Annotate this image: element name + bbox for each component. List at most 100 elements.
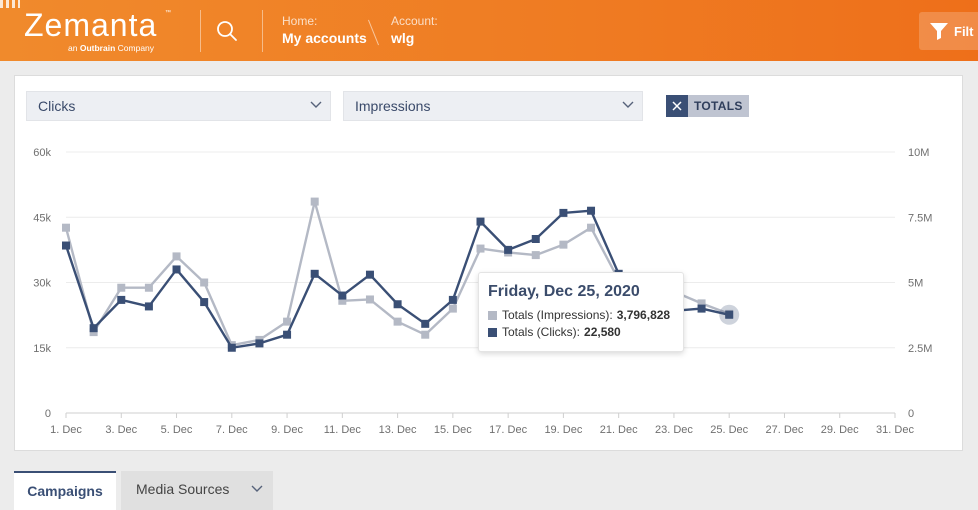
tooltip-row-impressions: Totals (Impressions): 3,796,828	[488, 308, 674, 322]
chevron-down-icon	[251, 485, 263, 492]
y-left-tick-label: 0	[45, 408, 51, 420]
close-icon	[672, 101, 682, 111]
logo-subtitle: an Outbrain Company	[68, 43, 154, 53]
x-tick-label: 3. Dec	[105, 424, 137, 436]
search-icon	[217, 21, 237, 41]
corner-dots-decoration	[0, 0, 20, 8]
filter-label: Filt	[954, 23, 974, 39]
metric-secondary-select[interactable]: Impressions	[343, 91, 643, 121]
totals-clicks-point	[62, 241, 70, 250]
logo-trademark: ™	[165, 10, 171, 16]
totals-clicks-point	[117, 295, 126, 304]
search-button[interactable]	[210, 15, 244, 47]
totals-impressions-point	[200, 278, 209, 287]
totals-impressions-point	[338, 296, 347, 305]
line-chart: 0 0 15k 2.5M 30k 5M 45k 7.5M 60k 10M 1. Dec 3. Dec 5…	[33, 147, 932, 436]
metric-primary-select[interactable]: Clicks	[26, 91, 331, 121]
totals-clicks-point	[172, 265, 181, 274]
impressions-swatch	[488, 310, 497, 320]
top-header: Zemanta ™ an Outbrain Company Home: My a…	[0, 0, 978, 61]
totals-clicks-point	[89, 324, 98, 333]
tooltip-clicks-value: 22,580	[584, 325, 621, 339]
x-tick-label: 7. Dec	[216, 424, 248, 436]
tooltip-impressions-value: 3,796,828	[616, 308, 671, 322]
x-tick-label: 5. Dec	[161, 424, 193, 436]
filter-button[interactable]: Filt	[919, 12, 978, 50]
totals-clicks-point	[531, 235, 540, 243]
x-tick-label: 29. Dec	[821, 424, 859, 436]
x-tick-label: 17. Dec	[489, 424, 527, 436]
account-label: Account:	[391, 14, 438, 28]
account-value[interactable]: wlg	[391, 30, 415, 46]
chart-card: Clicks Impressions TOTALS 0 0 15k 2.5M 30k 5M…	[14, 75, 963, 451]
totals-impressions-point	[393, 317, 402, 326]
totals-impressions-point	[448, 304, 457, 313]
totals-impressions-point	[117, 283, 126, 292]
totals-clicks-point	[559, 208, 568, 217]
header-divider	[262, 10, 263, 52]
tab-campaigns[interactable]: Campaigns	[14, 471, 116, 510]
x-tick-label: 25. Dec	[710, 424, 748, 436]
totals-clicks-point	[227, 343, 236, 352]
breadcrumb-home[interactable]: Home: My accounts	[282, 14, 367, 46]
breadcrumb-separator	[367, 19, 380, 46]
funnel-icon	[930, 23, 948, 40]
totals-impressions-point	[144, 283, 153, 292]
totals-impressions-point	[62, 223, 70, 232]
chart-tooltip: Friday, Dec 25, 2020 Totals (Impressions…	[478, 272, 684, 352]
totals-impressions-point	[587, 223, 596, 232]
totals-clicks-point	[393, 300, 402, 309]
x-tick-label: 21. Dec	[600, 424, 638, 436]
x-tick-label: 31. Dec	[876, 424, 914, 436]
totals-clicks-point	[255, 339, 264, 348]
totals-impressions-point	[421, 330, 430, 339]
totals-impressions-point	[531, 251, 540, 260]
x-tick-label: 27. Dec	[766, 424, 804, 436]
breadcrumb-account[interactable]: Account: wlg	[391, 14, 438, 46]
logo-text: Zemanta	[24, 7, 158, 43]
clicks-swatch	[488, 327, 497, 337]
remove-totals-button[interactable]	[666, 95, 688, 117]
totals-impressions-point	[172, 252, 181, 261]
metric-secondary-value: Impressions	[355, 98, 431, 114]
totals-clicks-point	[200, 298, 209, 307]
y-right-tick-label: 2.5M	[908, 343, 932, 355]
totals-chip[interactable]: TOTALS	[666, 95, 749, 117]
y-right-tick-label: 10M	[908, 147, 929, 159]
y-right-tick-label: 5M	[908, 278, 923, 290]
logo-sub-brand: Outbrain	[79, 43, 116, 53]
tab-media-sources[interactable]: Media Sources	[121, 471, 273, 510]
tooltip-row-clicks: Totals (Clicks): 22,580	[488, 325, 674, 339]
tooltip-title: Friday, Dec 25, 2020	[488, 283, 640, 300]
hover-highlight	[719, 304, 740, 325]
totals-impressions-point	[365, 295, 374, 304]
tooltip-clicks-label: Totals (Clicks):	[502, 325, 581, 339]
home-label: Home:	[282, 14, 318, 28]
chevron-down-icon	[622, 101, 634, 108]
totals-impressions-point	[283, 317, 292, 326]
y-left-tick-label: 15k	[33, 343, 51, 355]
metric-primary-value: Clicks	[38, 98, 76, 114]
totals-label: TOTALS	[688, 95, 749, 117]
totals-clicks-point	[725, 310, 734, 319]
x-tick-label: 15. Dec	[434, 424, 472, 436]
totals-clicks-point	[587, 206, 596, 215]
totals-impressions-point	[310, 197, 319, 206]
chevron-down-icon	[310, 101, 322, 108]
tooltip-impressions-label: Totals (Impressions):	[502, 308, 613, 322]
totals-clicks-point	[144, 302, 153, 311]
x-tick-label: 1. Dec	[50, 424, 82, 436]
totals-clicks-point	[476, 217, 485, 226]
totals-impressions-point	[476, 244, 485, 253]
x-tick-label: 13. Dec	[379, 424, 417, 436]
zemanta-logo[interactable]: Zemanta ™ an Outbrain Company	[24, 7, 171, 53]
x-tick-label: 19. Dec	[544, 424, 582, 436]
header-divider	[200, 10, 201, 52]
totals-clicks-point	[310, 269, 319, 278]
totals-clicks-point	[365, 270, 374, 279]
home-value[interactable]: My accounts	[282, 30, 367, 46]
x-tick-label: 9. Dec	[271, 424, 303, 436]
totals-clicks-point	[421, 319, 430, 328]
totals-clicks-point	[338, 291, 347, 300]
y-left-tick-label: 60k	[33, 147, 51, 159]
